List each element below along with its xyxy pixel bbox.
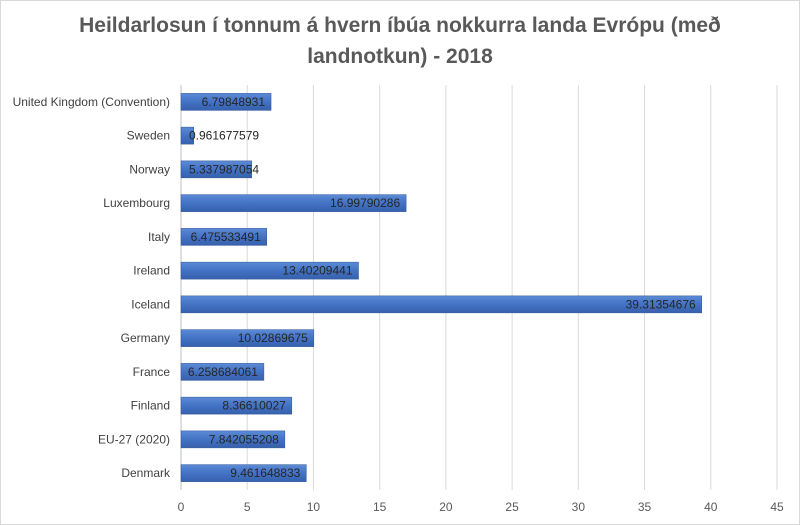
bar <box>180 295 702 314</box>
bar <box>180 464 307 482</box>
data-label: 8.36610027 <box>222 399 286 413</box>
bar <box>180 93 272 111</box>
x-tick-label: 30 <box>572 500 586 514</box>
data-label: 10.02869675 <box>238 331 308 345</box>
category-label: Ireland <box>133 264 170 278</box>
bar <box>180 126 194 145</box>
category-label: Italy <box>148 230 170 244</box>
category-label: Luxembourg <box>103 196 170 210</box>
data-label: 6.79848931 <box>202 95 266 109</box>
bar <box>180 396 293 415</box>
category-label: EU-27 (2020) <box>98 432 170 446</box>
bar <box>180 261 359 280</box>
category-labels: Denmark EU-27 (2020) Finland France Germany I… <box>13 95 171 480</box>
bar <box>180 194 407 212</box>
data-label: 39.31354676 <box>626 297 696 311</box>
category-label: France <box>133 365 171 379</box>
data-label: 7.842055208 <box>209 432 279 446</box>
data-label: 0.961677579 <box>189 129 259 143</box>
data-label: 6.258684061 <box>188 365 258 379</box>
category-label: Iceland <box>131 297 170 311</box>
data-label: 9.461648833 <box>230 466 300 480</box>
gridlines <box>180 85 778 490</box>
category-label: Norway <box>129 162 170 176</box>
x-tick-label: 20 <box>439 500 453 514</box>
x-tick-label: 10 <box>307 500 321 514</box>
x-tick-label: 15 <box>373 500 387 514</box>
category-label: Sweden <box>127 129 170 143</box>
data-label: 13.40209441 <box>282 264 352 278</box>
x-tick-label: 45 <box>770 500 784 514</box>
x-tick-label: 5 <box>244 500 251 514</box>
x-tick-label: 0 <box>178 500 185 514</box>
x-tick-label: 40 <box>704 500 718 514</box>
bars <box>180 93 702 482</box>
bar <box>180 228 268 246</box>
category-label: Denmark <box>121 466 171 480</box>
x-tick-label: 35 <box>638 500 652 514</box>
bar <box>180 160 252 179</box>
bar <box>180 363 265 381</box>
x-tick-label: 25 <box>505 500 519 514</box>
bar <box>180 430 286 449</box>
data-labels: 9.461648833 7.842055208 8.36610027 6.258684… <box>188 95 696 480</box>
category-label: United Kingdom (Convention) <box>13 95 170 109</box>
data-label: 6.475533491 <box>191 230 261 244</box>
chart-title: Heildarlosun í tonnum á hvern íbúa nokku… <box>79 14 721 68</box>
bar <box>180 329 315 347</box>
data-label: 16.99790286 <box>330 196 400 210</box>
category-label: Germany <box>121 331 170 345</box>
category-label: Finland <box>131 399 170 413</box>
data-label: 5.337987054 <box>189 162 259 176</box>
x-tick-labels: 0 5 10 15 20 25 30 35 40 45 <box>178 500 784 514</box>
